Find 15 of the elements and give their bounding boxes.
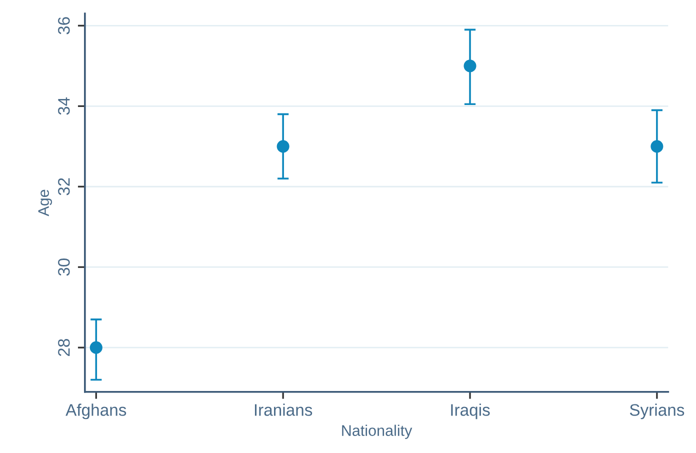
y-tick-label: 32: [58, 178, 70, 196]
x-tick-label: Iraqis: [451, 404, 490, 420]
y-axis-title: Age: [38, 190, 52, 216]
x-axis-title: Nationality: [342, 424, 412, 439]
x-tick-label: Syrians: [630, 404, 684, 420]
y-tick-label: 28: [58, 339, 70, 356]
point: [650, 140, 664, 153]
y-tick-label: 36: [58, 17, 70, 34]
point: [276, 140, 290, 153]
point: [90, 341, 102, 354]
x-tick-label: Iranians: [254, 404, 312, 416]
x-tick-label: Afghans: [66, 404, 126, 420]
point: [464, 60, 476, 72]
y-tick-label: 34: [58, 97, 70, 115]
y-tick-label: 30: [58, 258, 70, 276]
